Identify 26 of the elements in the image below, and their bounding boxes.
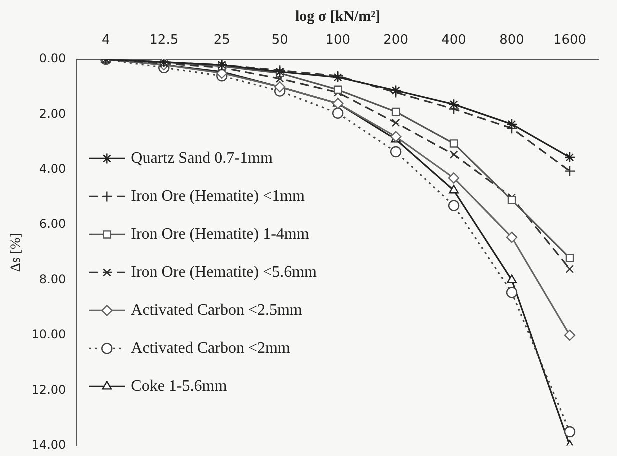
legend-label: Activated Carbon <2mm [131,340,291,357]
y-tick-label: 4.00 [39,162,66,176]
x-tick-label: 50 [272,33,288,48]
x-tick-label: 25 [214,33,230,48]
x-tick-label: 200 [384,33,408,48]
y-tick-label: 12.00 [32,382,66,397]
y-tick-label: 8.00 [39,272,66,286]
x-tick-label: 100 [326,33,350,48]
x-tick-label: 1600 [553,33,587,48]
y-tick-label: 10.00 [32,328,66,342]
legend-label: Iron Ore (Hematite) <5.6mm [131,264,318,281]
x-tick-label: 800 [500,33,524,48]
y-tick-label: 14.00 [32,438,66,452]
x-axis-title: log σ [kN/m²] [296,8,381,25]
legend-label: Quartz Sand 0.7-1mm [131,150,274,167]
legend-label: Iron Ore (Hematite) 1-4mm [131,226,310,243]
x-tick-label: 12.5 [150,33,179,48]
y-tick-label: 0.00 [39,52,66,66]
y-tick-label: 6.00 [39,217,66,232]
legend-label: Activated Carbon <2.5mm [131,302,303,319]
x-tick-label: 4 [102,33,110,48]
y-tick-label: 2.00 [39,106,66,121]
x-tick-label: 400 [442,33,466,48]
legend-label: Iron Ore (Hematite) <1mm [131,188,306,205]
legend-label: Coke 1-5.6mm [131,378,228,395]
y-axis-title: Δs [%] [9,233,24,272]
